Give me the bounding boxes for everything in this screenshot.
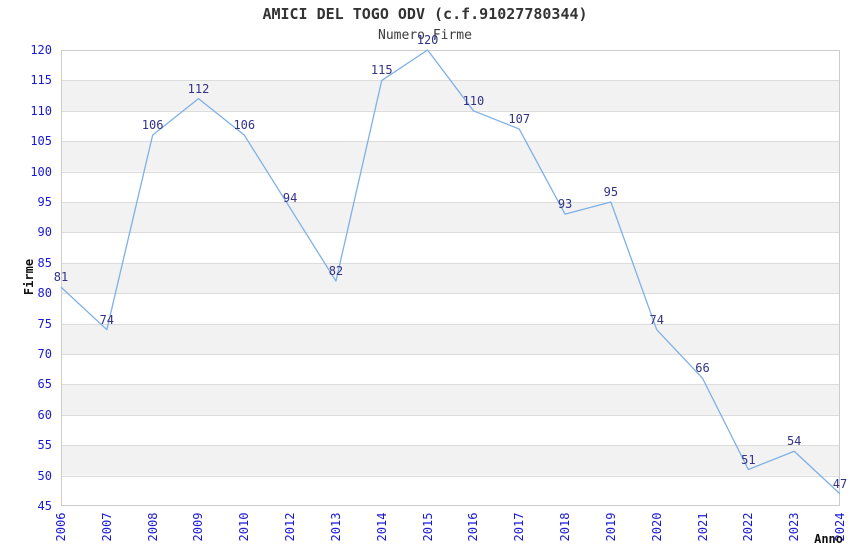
data-label: 107 (508, 112, 531, 127)
y-tick-label: 115 (30, 73, 52, 88)
x-tick-label: 2023 (787, 512, 802, 542)
data-label: 95 (603, 185, 619, 199)
plot-band (61, 141, 840, 172)
y-axis-title: Firme (22, 258, 36, 296)
y-tick-label: 60 (37, 407, 52, 422)
chart-subtitle: Numero Firme (378, 28, 472, 43)
y-tick-label: 90 (37, 225, 52, 240)
plot-border (61, 50, 840, 506)
x-tick-label: 2010 (237, 512, 252, 542)
y-tick-label: 95 (37, 195, 52, 209)
plot-band (61, 202, 840, 233)
x-tick-label: 2016 (466, 512, 481, 542)
data-label: 112 (187, 81, 210, 96)
y-tick-label: 65 (37, 377, 52, 392)
y-tick-label: 75 (37, 316, 52, 331)
x-axis-title: Anno (814, 532, 843, 546)
y-tick-label: 55 (37, 438, 52, 453)
plot-band (61, 445, 840, 476)
x-tick-label: 2022 (741, 512, 756, 542)
x-tick-label: 2019 (603, 512, 618, 542)
plot-band (61, 323, 840, 354)
y-tick-label: 110 (30, 103, 52, 118)
y-tick-label: 100 (30, 164, 52, 179)
data-label: 94 (282, 191, 298, 206)
data-label: 106 (141, 118, 164, 133)
x-tick-label: 2012 (283, 512, 298, 542)
x-tick-label: 2009 (191, 512, 206, 542)
x-tick-label: 2017 (512, 512, 527, 542)
data-label: 106 (233, 118, 256, 133)
plot-band (61, 262, 840, 294)
data-line (60, 49, 841, 495)
y-tick-label: 120 (30, 43, 52, 57)
x-tick-label: 2013 (328, 512, 343, 542)
y-tick-label: 80 (37, 286, 52, 301)
data-label: 74 (649, 312, 664, 327)
x-tick-label: 2018 (558, 512, 573, 542)
y-tick-label: 70 (37, 347, 52, 361)
data-label: 54 (786, 434, 802, 449)
plot-band (61, 384, 840, 415)
data-label: 74 (99, 312, 115, 327)
x-tick-label: 2006 (54, 512, 68, 542)
x-tick-label: 2021 (695, 512, 710, 542)
x-tick-label: 2007 (99, 512, 114, 542)
x-tick-label: 2015 (420, 512, 435, 542)
data-label: 82 (328, 264, 344, 279)
plot-band (61, 80, 840, 111)
data-label: 120 (416, 33, 439, 47)
x-tick-label: 2020 (649, 512, 664, 542)
y-tick-label: 50 (37, 468, 52, 483)
y-tick-label: 45 (37, 499, 52, 513)
data-label: 115 (370, 63, 393, 78)
data-label: 110 (462, 93, 485, 108)
data-label: 81 (53, 270, 69, 285)
x-tick-label: 2008 (145, 512, 160, 542)
y-tick-label: 105 (30, 134, 52, 149)
data-label: 51 (741, 452, 756, 467)
data-label: 93 (557, 197, 573, 212)
x-tick-label: 2014 (374, 512, 389, 542)
y-tick-label: 85 (37, 255, 52, 270)
data-label: 47 (832, 476, 848, 491)
chart-title: AMICI DEL TOGO ODV (c.f.91027780344) (262, 5, 588, 23)
data-label: 66 (695, 361, 710, 376)
